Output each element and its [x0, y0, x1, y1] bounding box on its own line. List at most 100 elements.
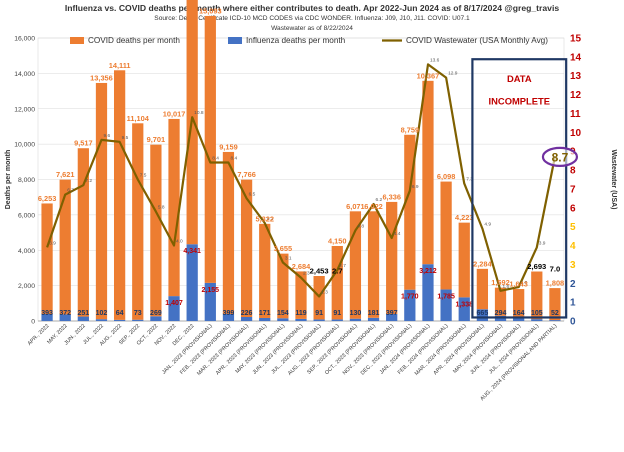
covid-bar	[240, 179, 253, 318]
legend-label-flu: Influenza deaths per month	[246, 36, 346, 45]
flu-data-label: 1,338	[455, 301, 473, 308]
covid-bar	[404, 134, 416, 290]
y2-tick-label: 5	[570, 222, 576, 233]
incomplete-label-line2: INCOMPLETE	[489, 95, 550, 106]
flu-bar	[168, 296, 180, 321]
covid-data-label: 7,766	[237, 170, 256, 179]
wastewater-point-label: 2.7	[339, 263, 346, 269]
covid-bar	[494, 287, 507, 316]
data-labels: 6,253 393 7,621 372 9,517 251 13,356 102 14,111 6…	[38, 6, 564, 317]
covid-data-label: 4,150	[328, 236, 347, 245]
covid-data-label: 1,592	[491, 278, 510, 287]
wastewater-point-label: 12.9	[448, 71, 458, 77]
incomplete-label-line1: DATA	[507, 73, 532, 84]
covid-data-label: 6,071	[346, 202, 365, 211]
covid-bar	[349, 211, 362, 319]
flu-data-label: 294	[495, 310, 507, 317]
flu-data-label: 154	[277, 310, 289, 317]
y2-tick-label: 6	[570, 203, 576, 214]
covid-bar	[41, 203, 53, 315]
flu-data-label: 164	[513, 310, 525, 317]
y2-tick-label: 7	[570, 184, 576, 195]
y-tick-label: 2,000	[18, 283, 35, 290]
legend-swatch-covid	[70, 37, 84, 44]
y2-tick-label: 3	[570, 260, 576, 271]
flu-data-label: 269	[150, 310, 162, 317]
flu-bar	[513, 318, 525, 321]
covid-data-label: 1,643	[509, 280, 528, 289]
covid-bar	[222, 151, 235, 314]
flu-data-label: 91	[333, 310, 341, 317]
flu-bar	[422, 264, 434, 321]
flu-bar	[458, 297, 470, 321]
wastewater-series-line	[46, 63, 556, 298]
covid-bar	[95, 82, 108, 320]
flu-data-label: 119	[295, 310, 306, 317]
covid-data-label: 6,022	[364, 202, 383, 211]
covid-data-label: 8,759	[401, 125, 420, 134]
y2-tick-label: 10	[570, 128, 582, 139]
flu-data-label: 226	[241, 310, 253, 317]
flu-data-label: 3,212	[419, 268, 437, 275]
covid-data-label: 2,684	[292, 262, 311, 271]
wastewater-point-label: 1.3	[321, 289, 328, 295]
flu-data-label: 1,407	[165, 300, 183, 307]
y2-tick-label: 4	[570, 241, 576, 252]
wastewater-point-label: 10.8	[194, 110, 204, 116]
flu-data-label: 64	[116, 310, 124, 317]
covid-data-label: 10,367	[417, 71, 440, 80]
covid-data-label: 6,336	[382, 192, 401, 201]
flu-bar	[132, 319, 144, 321]
wastewater-line: 3.9 6.7 7.2 9.6 9.5 7.5 5.8 4.0 10.8 8.4 8.4 6.5 5.2…	[46, 57, 556, 298]
bold-annotation: 7.0	[550, 264, 561, 273]
flu-data-label: 171	[259, 310, 271, 317]
flu-data-label: 393	[41, 310, 53, 317]
y-tick-label: 16,000	[14, 36, 35, 43]
wastewater-point-label: 7.3	[466, 176, 473, 182]
flu-bar	[313, 319, 325, 321]
flu-bar	[531, 319, 543, 321]
wastewater-point-label: 6.9	[412, 184, 419, 190]
flu-bar	[259, 317, 271, 321]
covid-bar	[422, 80, 434, 265]
covid-bar	[513, 289, 525, 319]
legend-label-wastewater: COVID Wastewater (USA Monthly Avg)	[406, 36, 548, 45]
wastewater-point-label: 6.7	[67, 188, 74, 194]
covid-bar	[77, 148, 89, 317]
covid-data-label: 3,655	[274, 244, 293, 253]
covid-bar	[168, 118, 180, 297]
flu-bar	[349, 318, 362, 321]
flu-data-label: 399	[223, 310, 235, 317]
flu-data-label: 130	[350, 310, 362, 317]
y-axis-title: Deaths per month	[5, 150, 12, 210]
covid-data-label: 2,284	[473, 259, 492, 268]
flu-data-label: 105	[531, 310, 543, 317]
y-tick-label: 4,000	[18, 248, 35, 255]
flu-bar	[186, 244, 198, 321]
wastewater-point-label: 3.9	[539, 240, 546, 246]
y2-tick-label: 13	[570, 71, 582, 82]
covid-bar	[440, 181, 452, 290]
flu-bar	[549, 320, 561, 321]
flu-data-label: 1,770	[401, 294, 419, 301]
flu-bar	[367, 317, 380, 321]
y2-tick-label: 2	[570, 279, 576, 290]
flu-bar	[113, 319, 126, 321]
wastewater-point-label: 7.5	[140, 173, 147, 179]
flu-bar	[440, 289, 452, 321]
y-tick-label: 10,000	[14, 142, 35, 149]
covid-data-label: 9,517	[74, 139, 93, 148]
wastewater-point-label: 9.6	[103, 133, 110, 139]
y2-tick-label: 1	[570, 298, 576, 309]
wastewater-point-label: 7.2	[85, 178, 92, 184]
flu-data-label: 1,785	[437, 293, 455, 300]
chart-title: Influenza vs. COVID deaths per month whe…	[64, 3, 560, 13]
wastewater-point-label: 4.0	[176, 239, 183, 245]
flu-data-label: 4,341	[183, 248, 201, 255]
x-tick-label: APR., 2022	[27, 323, 51, 347]
flu-bar	[204, 282, 216, 321]
flu-bar	[386, 313, 398, 321]
flu-bar	[41, 314, 53, 321]
legend: COVID deaths per month Influenza deaths p…	[70, 36, 548, 45]
